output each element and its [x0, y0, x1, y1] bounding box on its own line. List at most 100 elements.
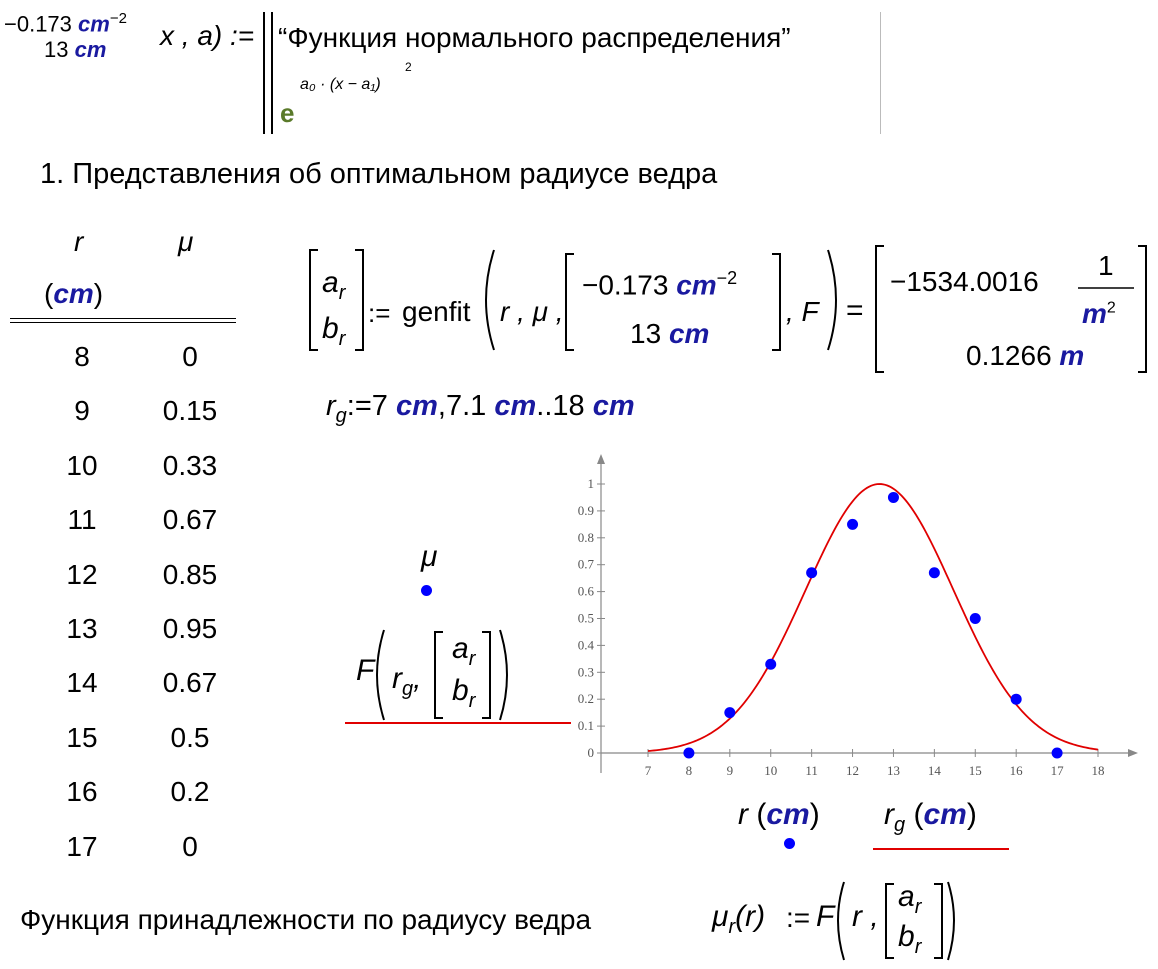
range-end: 18: [552, 390, 585, 422]
range-dots: ..: [536, 390, 553, 422]
genfit-lhs-a-sub: r: [338, 282, 346, 304]
plot-y1-label[interactable]: μ: [421, 540, 438, 573]
exp-power: a₀ · (x − a₁): [300, 76, 381, 93]
plot-x2-var: r: [884, 798, 894, 831]
data-point: [928, 567, 940, 579]
genfit-lhs-b-sub: r: [338, 328, 346, 350]
genfit-lhs-bottom[interactable]: br: [322, 312, 345, 351]
x-tick-label: 12: [846, 763, 859, 778]
plot-y2-line-sample: [345, 722, 571, 724]
plot-x1-marker: [784, 838, 795, 849]
exp-square: 2: [405, 60, 412, 74]
genfit-result-bottom-unit: m: [1059, 340, 1085, 371]
range-definition[interactable]: rg:=7 cm,7.1 cm..18 cm: [326, 390, 635, 427]
genfit-guess-top-unit: cm: [676, 269, 717, 301]
table-cell-r[interactable]: 14: [66, 667, 98, 699]
genfit-guess-bottom-unit: cm: [668, 318, 710, 349]
membership-brackets: [837, 881, 955, 961]
membership-arg: r ,: [852, 900, 879, 933]
genfit-guess-top-exp: −2: [716, 268, 738, 288]
x-tick-label: 13: [887, 763, 900, 778]
genfit-guess-bottom[interactable]: 13 cm: [630, 318, 709, 350]
plot-x1-var: r: [738, 798, 748, 831]
table-cell-mu[interactable]: 0.85: [162, 558, 218, 590]
data-point: [683, 747, 695, 759]
header-guess-bottom: 13: [44, 37, 69, 63]
membership-lhs-sub: r: [728, 916, 736, 938]
table-cell-mu[interactable]: 0: [182, 830, 198, 862]
plot-y2-arg-var: r: [392, 662, 402, 695]
table-cell-mu[interactable]: 0.67: [162, 667, 218, 699]
table-cell-r[interactable]: 17: [66, 830, 98, 862]
plot-x1-label[interactable]: r (cm): [738, 798, 820, 831]
genfit-result-frac-den-unit: m: [1082, 298, 1107, 329]
table-cell-mu[interactable]: 0.5: [170, 721, 210, 753]
plot-y2-arg-sub: g: [402, 678, 414, 700]
range-start: 7: [371, 390, 388, 422]
plot-y2-vec-a-sub: r: [468, 648, 476, 670]
plot-x1-unit: cm: [766, 798, 810, 831]
table-cell-r[interactable]: 10: [66, 449, 98, 481]
table-cell-r[interactable]: 15: [66, 721, 98, 753]
table-cell-mu[interactable]: 0.2: [170, 776, 210, 808]
range-start-unit: cm: [396, 390, 438, 422]
data-point: [806, 567, 818, 579]
plot-x2-unit: cm: [923, 798, 967, 831]
membership-lhs[interactable]: μr(r): [712, 900, 765, 939]
plot-x2-sub: g: [894, 814, 906, 836]
genfit-result-top: −1534.0016: [890, 266, 1039, 297]
table-cell-r[interactable]: 13: [66, 613, 98, 645]
table-cell-r[interactable]: 11: [67, 504, 97, 536]
y-tick-label: 0.2: [578, 691, 594, 706]
table-cell-r[interactable]: 16: [66, 776, 98, 808]
plot-y2-vec-b-sub: r: [468, 690, 476, 712]
table-cell-r[interactable]: 12: [66, 558, 98, 590]
genfit-args-prefix: r , μ ,: [500, 296, 564, 327]
genfit-result-frac-num: 1: [1098, 250, 1114, 281]
plot-y2-vec-a: a: [452, 632, 469, 665]
range-var-sub: g: [335, 404, 347, 427]
genfit-func-name[interactable]: genfit: [402, 296, 471, 327]
plot-area[interactable]: 7 8 9 10 11 12 13 14 15 16 17 18 0 0.1 0.2 0.3 0.4 0.5 0.6…: [570, 450, 1150, 790]
table-cell-r[interactable]: 9: [74, 395, 90, 427]
header-guess-matrix: −0.173 cm−2 13 cm: [4, 6, 127, 63]
header-guess-bottom-unit: cm: [74, 37, 107, 63]
membership-assign: :=: [786, 902, 811, 933]
table-cell-mu[interactable]: 0: [182, 341, 198, 372]
table-cell-mu[interactable]: 0.15: [162, 395, 218, 427]
range-var: r: [326, 390, 336, 422]
genfit-lhs-top[interactable]: ar: [322, 266, 345, 305]
table-header-r: r: [74, 226, 84, 257]
data-point: [887, 491, 899, 503]
x-tick-label: 11: [805, 763, 818, 778]
header-func-args[interactable]: x , a) :=: [160, 20, 255, 51]
genfit-equals: =: [846, 294, 864, 327]
genfit-guess-top[interactable]: −0.173 cm−2: [582, 268, 737, 301]
y-tick-label: 0: [588, 745, 595, 760]
x-tick-label: 18: [1092, 763, 1105, 778]
table-r-column: 8 9 10 11 12 13 14 15 16 17: [46, 330, 118, 874]
membership-vec-top: ar: [898, 880, 921, 919]
plot-x2-line-sample: [873, 848, 1009, 850]
y-tick-label: 1: [588, 476, 595, 491]
section-title: 1. Представления об оптимальном радиусе …: [40, 158, 718, 190]
header-guess-top-exp: −2: [109, 10, 127, 27]
plot-y2-arg: rg,: [392, 662, 422, 700]
table-cell-r[interactable]: 8: [74, 341, 90, 372]
table-cell-mu[interactable]: 0.33: [162, 449, 218, 481]
program-block-end: [880, 12, 881, 134]
y-tick-label: 0.3: [578, 664, 594, 679]
table-cell-mu[interactable]: 0.67: [162, 504, 218, 536]
header-comment[interactable]: “Функция нормального распределения”: [278, 22, 791, 53]
membership-vec-b-sub: r: [914, 936, 922, 958]
table-cell-mu[interactable]: 0.95: [162, 613, 218, 645]
data-point: [765, 658, 777, 670]
plot-x2-label[interactable]: rg (cm): [884, 798, 977, 836]
plot-y2-func[interactable]: F: [356, 654, 375, 687]
genfit-result-bottom-value: 0.1266: [966, 340, 1052, 371]
x-tick-label: 15: [969, 763, 982, 778]
membership-lhs-arg: (r): [735, 900, 766, 933]
plot-y1-marker: [421, 585, 432, 596]
x-tick-label: 7: [645, 763, 652, 778]
y-tick-label: 0.9: [578, 503, 594, 518]
